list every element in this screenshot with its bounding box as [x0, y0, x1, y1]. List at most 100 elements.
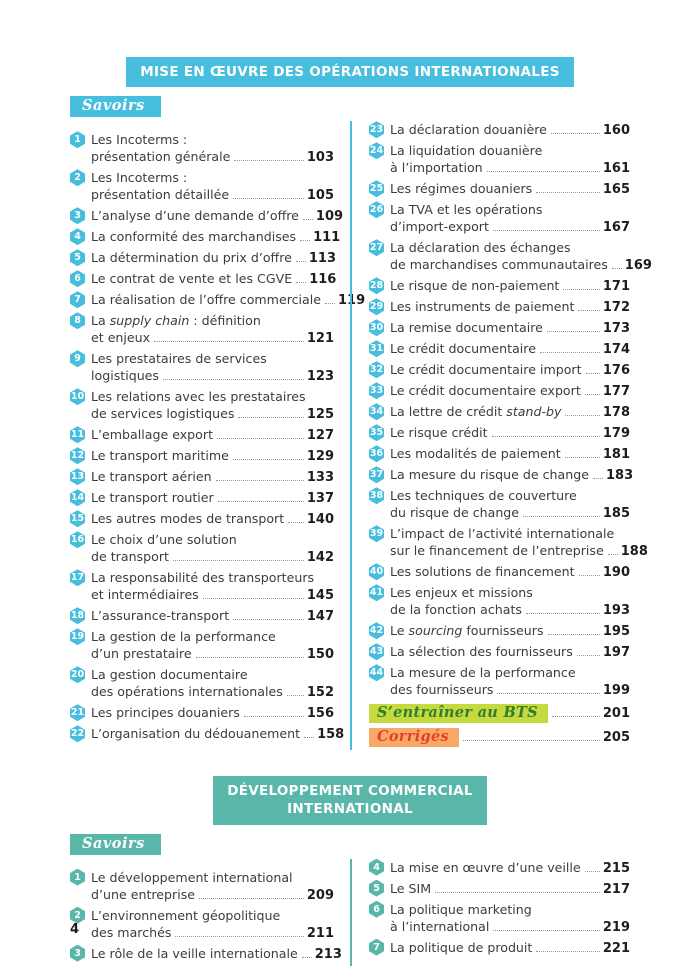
toc-entry: 11 L’emballage export 127	[70, 426, 334, 444]
entry-page-number: 215	[602, 860, 630, 876]
dot-leader	[435, 891, 600, 893]
entry-number-badge: 25	[369, 180, 384, 198]
dot-leader	[217, 501, 304, 503]
toc-entry: 20 La gestion documentaire des opérations…	[70, 666, 334, 701]
dot-leader	[296, 282, 307, 284]
dot-leader	[492, 230, 600, 232]
entry-number-badge: 3	[70, 207, 85, 225]
entry-number-badge: 33	[369, 382, 384, 400]
dot-leader	[565, 415, 600, 417]
entry-title-line: de la fonction achats	[390, 602, 522, 618]
entry-body: Le transport aérien 133	[91, 468, 334, 486]
toc-entry: 10 Les relations avec les prestataires de…	[70, 388, 334, 423]
dot-leader	[497, 693, 600, 695]
entry-body: La lettre de crédit stand-by 178	[390, 403, 630, 421]
entry-title-line: Le transport maritime	[91, 448, 229, 464]
entry-title-line: La politique marketing	[390, 901, 532, 917]
entry-title-line: La déclaration douanière	[390, 122, 547, 138]
entry-title-line: des opérations internationales	[91, 684, 283, 700]
entry-page-number: 156	[306, 706, 334, 722]
entry-body: La responsabilité des transporteurs et in…	[91, 569, 334, 604]
entry-body: La supply chain : définition et enjeux 121	[91, 312, 334, 347]
toc-entry: 15 Les autres modes de transport 140	[70, 510, 334, 528]
entry-page-number: 197	[602, 645, 630, 661]
entry-title-line: La déclaration des échanges	[390, 240, 571, 256]
entry-body: La gestion documentaire des opérations in…	[91, 666, 334, 701]
toc-entry: 34 La lettre de crédit stand-by 178	[369, 403, 630, 421]
toc-entry: 3 Le rôle de la veille internationale 213	[70, 944, 342, 963]
entry-title-line: présentation générale	[91, 149, 231, 165]
toc-entry: 29 Les instruments de paiement 172	[369, 298, 630, 316]
toc-column-right: 4 La mise en œuvre d’une veille 215 5 Le …	[350, 858, 630, 966]
entry-body: Les Incoterms : présentation générale 103	[91, 131, 334, 166]
entry-page-number: 185	[602, 506, 630, 522]
entry-title-line: La lettre de crédit stand-by	[390, 404, 562, 420]
toc-entry: 21 Les principes douaniers 156	[70, 704, 334, 722]
toc-entry: 40 Les solutions de financement 190	[369, 563, 630, 581]
toc-columns: 1 Les Incoterms : présentation générale 10…	[70, 121, 652, 751]
dot-leader	[172, 560, 304, 562]
entry-number-badge: 39	[369, 525, 384, 543]
entry-title-line: L’impact de l’activité internationale	[390, 526, 615, 542]
entry-title-line: La liquidation douanière	[390, 143, 543, 159]
dot-leader	[584, 394, 600, 396]
entry-page-number: 133	[306, 470, 334, 486]
entry-number-badge: 19	[70, 628, 85, 646]
dot-leader	[243, 716, 304, 718]
entry-number-badge: 22	[70, 725, 85, 743]
dot-leader	[536, 950, 600, 952]
entry-page-number: 179	[602, 426, 630, 442]
dot-leader	[462, 740, 600, 742]
dot-leader	[199, 897, 304, 899]
entry-title-line: Les relations avec les prestataires	[91, 389, 306, 405]
dot-leader	[585, 373, 600, 375]
toc-entry: 33 Le crédit documentaire export 177	[369, 382, 630, 400]
toc-section-operations-internationales: MISE EN ŒUVRE DES OPÉRATIONS INTERNATION…	[70, 57, 652, 751]
entry-title-line: Les principes douaniers	[91, 705, 240, 721]
entry-title-line: à l’importation	[390, 160, 483, 176]
dot-leader	[578, 310, 600, 312]
dot-leader	[286, 695, 304, 697]
entry-title-line: Les instruments de paiement	[390, 299, 575, 315]
toc-entry: 1 Les Incoterms : présentation générale 10…	[70, 131, 334, 166]
toc-entry: 44 La mesure de la performance des fourni…	[369, 664, 630, 699]
section-title-banner: DÉVELOPPEMENT COMMERCIAL INTERNATIONAL	[213, 776, 487, 825]
toc-entry: 39 L’impact de l’activité internationale…	[369, 525, 648, 560]
toc-entry: 38 Les techniques de couverture du risque…	[369, 487, 630, 522]
dot-leader	[493, 929, 600, 931]
entry-body: La gestion de la performance d’un prestat…	[91, 628, 334, 663]
entry-body: Le rôle de la veille internationale 213	[91, 945, 342, 963]
entry-number-badge: 10	[70, 388, 85, 406]
toc-entry: 14 Le transport routier 137	[70, 489, 334, 507]
entry-body: Le risque crédit 179	[390, 424, 630, 442]
entry-body: La détermination du prix d’offre 113	[91, 249, 336, 267]
dot-leader	[563, 289, 600, 291]
dot-leader	[551, 716, 600, 718]
entry-number-badge: 26	[369, 201, 384, 219]
entry-title-line: sur le financement de l’entreprise	[390, 543, 604, 559]
entry-number-badge: 7	[70, 291, 85, 309]
dot-leader	[233, 198, 304, 200]
toc-entry: 18 L’assurance-transport 147	[70, 607, 334, 625]
dot-leader	[546, 331, 600, 333]
entry-title-line: La mesure de la performance	[390, 665, 576, 681]
entry-number-badge: 17	[70, 569, 85, 587]
entry-title-line: Les solutions de financement	[390, 564, 575, 580]
corriges-label: Corrigés	[369, 728, 459, 748]
entry-title-line: La mesure du risque de change	[390, 467, 589, 483]
dot-leader	[302, 219, 313, 221]
entry-title-line: L’assurance-transport	[91, 608, 230, 624]
dot-leader	[175, 935, 304, 937]
dot-leader	[550, 133, 600, 135]
entry-page-number: 177	[602, 384, 630, 400]
dot-leader	[295, 261, 306, 263]
entry-title-line: Les régimes douaniers	[390, 181, 533, 197]
entry-number-badge: 23	[369, 121, 384, 139]
entry-page-number: 201	[602, 706, 630, 722]
entry-title-line: Le risque de non-paiement	[390, 278, 560, 294]
entry-page-number: 195	[602, 624, 630, 640]
dot-leader	[547, 634, 600, 636]
entry-number-badge: 12	[70, 447, 85, 465]
toc-entry: 7 La réalisation de l’offre commerciale 1…	[70, 291, 365, 309]
entry-body: La déclaration des échanges de marchandis…	[390, 239, 652, 274]
